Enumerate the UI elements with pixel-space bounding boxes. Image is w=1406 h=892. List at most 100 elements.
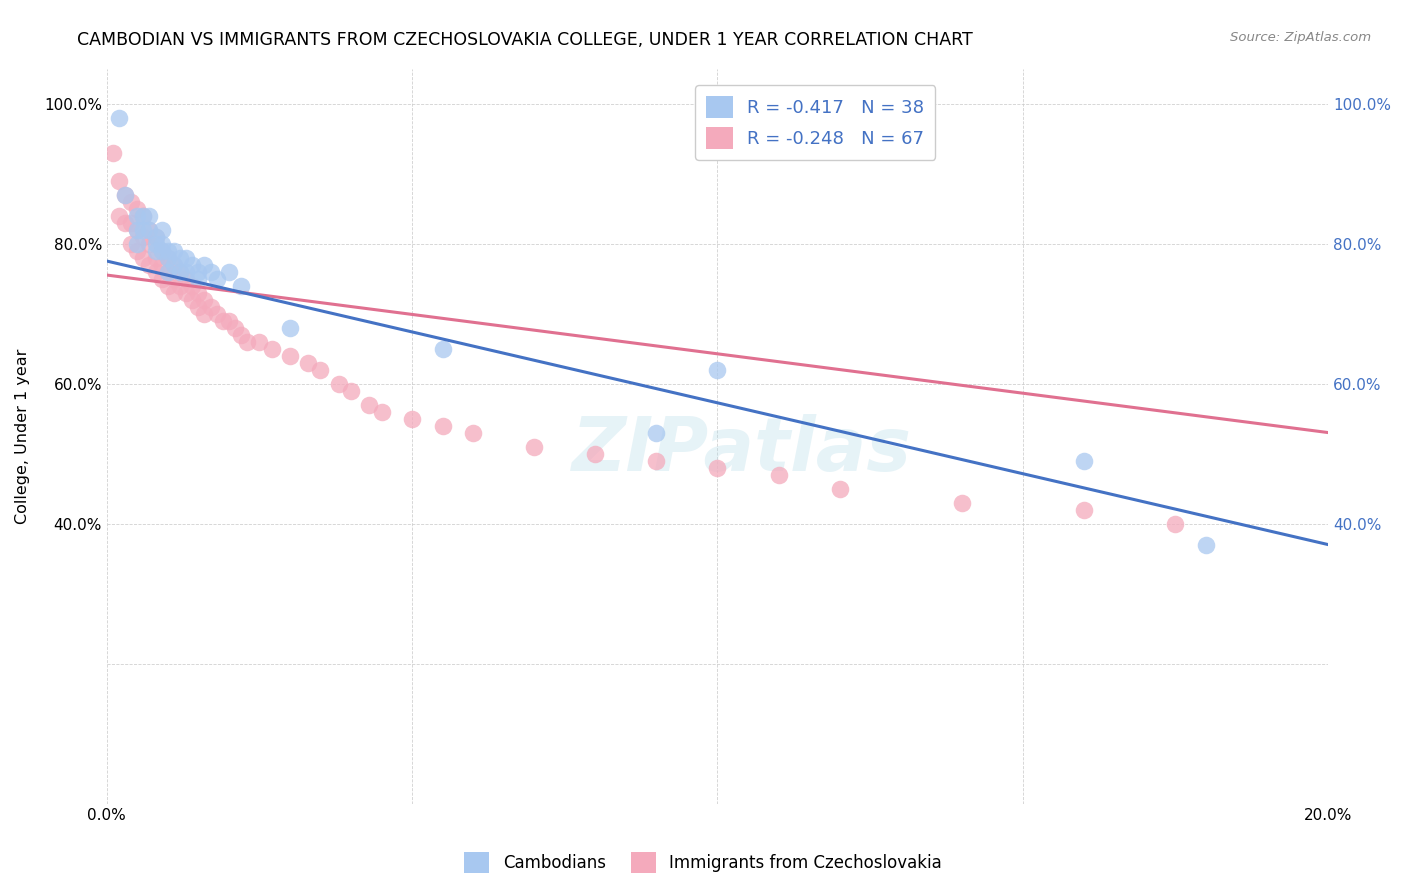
Text: ZIPatlas: ZIPatlas — [572, 414, 912, 487]
Point — [706, 362, 728, 376]
Point — [200, 264, 222, 278]
Point — [169, 264, 191, 278]
Point — [138, 209, 160, 223]
Point — [359, 398, 381, 412]
Point — [340, 384, 363, 398]
Point — [181, 293, 204, 307]
Point — [187, 300, 209, 314]
Point — [150, 236, 173, 251]
Legend: R = -0.417   N = 38, R = -0.248   N = 67: R = -0.417 N = 38, R = -0.248 N = 67 — [695, 85, 935, 160]
Point — [127, 202, 149, 216]
Y-axis label: College, Under 1 year: College, Under 1 year — [15, 349, 30, 524]
Point — [156, 244, 179, 258]
Point — [156, 264, 179, 278]
Point — [163, 271, 186, 285]
Point — [145, 264, 167, 278]
Point — [150, 244, 173, 258]
Point — [132, 209, 155, 223]
Point — [163, 244, 186, 258]
Point — [163, 258, 186, 272]
Point — [432, 342, 454, 356]
Point — [114, 187, 136, 202]
Point — [114, 187, 136, 202]
Point — [138, 258, 160, 272]
Point — [401, 411, 423, 425]
Point — [132, 251, 155, 265]
Point — [127, 244, 149, 258]
Point — [114, 215, 136, 229]
Point — [169, 278, 191, 293]
Point — [163, 258, 186, 272]
Point — [463, 425, 485, 440]
Text: CAMBODIAN VS IMMIGRANTS FROM CZECHOSLOVAKIA COLLEGE, UNDER 1 YEAR CORRELATION CH: CAMBODIAN VS IMMIGRANTS FROM CZECHOSLOVA… — [77, 31, 973, 49]
Point — [224, 320, 246, 334]
Point — [278, 320, 301, 334]
Point — [229, 327, 252, 342]
Point — [174, 251, 197, 265]
Point — [205, 271, 228, 285]
Point — [278, 349, 301, 363]
Point — [127, 209, 149, 223]
Point — [260, 342, 283, 356]
Point — [108, 111, 131, 125]
Point — [328, 376, 350, 391]
Point — [120, 215, 142, 229]
Point — [645, 453, 668, 467]
Point — [370, 404, 392, 418]
Point — [150, 244, 173, 258]
Point — [169, 251, 191, 265]
Point — [200, 300, 222, 314]
Point — [187, 285, 209, 300]
Text: Source: ZipAtlas.com: Source: ZipAtlas.com — [1230, 31, 1371, 45]
Point — [120, 236, 142, 251]
Point — [174, 271, 197, 285]
Point — [145, 229, 167, 244]
Point — [145, 251, 167, 265]
Point — [127, 222, 149, 236]
Point — [523, 440, 546, 454]
Point — [150, 258, 173, 272]
Point — [132, 222, 155, 236]
Point — [432, 418, 454, 433]
Point — [218, 264, 240, 278]
Point — [145, 229, 167, 244]
Point — [193, 307, 215, 321]
Point — [156, 251, 179, 265]
Point — [127, 222, 149, 236]
Point — [205, 307, 228, 321]
Point — [145, 236, 167, 251]
Legend: Cambodians, Immigrants from Czechoslovakia: Cambodians, Immigrants from Czechoslovak… — [457, 846, 949, 880]
Point — [218, 313, 240, 327]
Point — [156, 278, 179, 293]
Point — [645, 425, 668, 440]
Point — [309, 362, 332, 376]
Point — [127, 236, 149, 251]
Point — [768, 467, 790, 482]
Point — [132, 209, 155, 223]
Point — [187, 271, 209, 285]
Point — [101, 145, 124, 160]
Point — [138, 222, 160, 236]
Point — [108, 173, 131, 187]
Point — [163, 285, 186, 300]
Point — [193, 293, 215, 307]
Point — [229, 278, 252, 293]
Point — [193, 258, 215, 272]
Point — [1073, 502, 1095, 516]
Point — [150, 222, 173, 236]
Point — [174, 264, 197, 278]
Point — [950, 495, 973, 509]
Point — [828, 482, 851, 496]
Point — [211, 313, 233, 327]
Point — [297, 355, 319, 369]
Point — [108, 209, 131, 223]
Point — [120, 194, 142, 209]
Point — [138, 222, 160, 236]
Point — [132, 229, 155, 244]
Point — [181, 278, 204, 293]
Point — [169, 264, 191, 278]
Point — [1195, 538, 1218, 552]
Point — [138, 236, 160, 251]
Point — [187, 264, 209, 278]
Point — [145, 244, 167, 258]
